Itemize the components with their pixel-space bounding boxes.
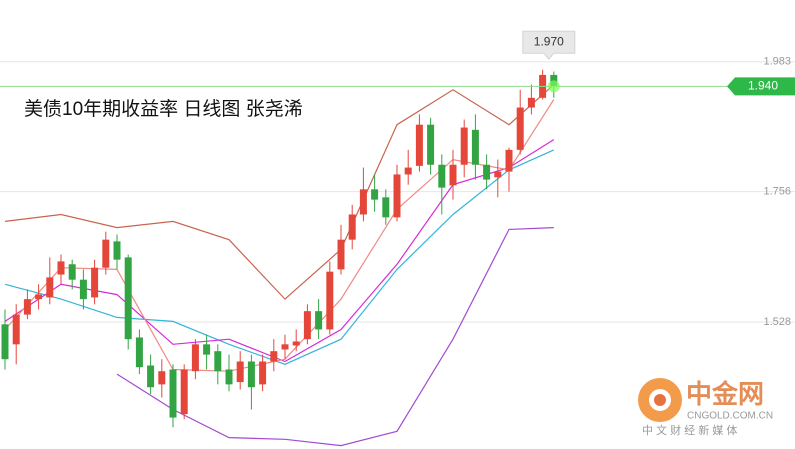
candle-body — [191, 344, 199, 372]
candle-body — [57, 261, 65, 275]
candle-body — [382, 197, 390, 218]
candle-body — [449, 164, 457, 186]
candle-body — [371, 189, 379, 200]
chart-title: 美债10年期收益率 日线图 张尧浠 — [24, 98, 303, 120]
candle-body — [12, 314, 20, 345]
candle-body — [225, 369, 233, 385]
indicator-line — [4, 84, 555, 300]
overlay: 1.940 1.970 — [0, 30, 795, 96]
candle-body — [404, 167, 412, 175]
candle-body — [471, 129, 479, 165]
candle-body — [79, 279, 87, 300]
candle-body — [281, 344, 289, 350]
candle-body — [359, 189, 367, 215]
candle-body — [505, 149, 513, 172]
candle-body — [1, 324, 9, 360]
candle-body — [393, 174, 401, 218]
candle-body — [438, 164, 446, 188]
watermark-site: CNGOLD.COM.CN — [687, 411, 773, 422]
candle-body — [214, 351, 222, 372]
y-tick-label: 1.983 — [763, 56, 791, 68]
candle-body — [135, 337, 143, 368]
candle-body — [415, 124, 423, 166]
candle-body — [483, 164, 491, 180]
candle-body — [68, 264, 76, 280]
candle-body — [169, 369, 177, 418]
candle-body — [35, 294, 43, 300]
watermark-brand: 中金网 — [686, 379, 764, 409]
candle-body — [124, 257, 132, 340]
tooltip-label: 1.970 — [534, 34, 564, 48]
candle-body — [303, 311, 311, 340]
candle-body — [158, 371, 166, 385]
candle-body — [91, 267, 99, 298]
watermark-slogan: 中 文 财 经 新 媒 体 — [642, 423, 737, 437]
indicator-line — [4, 139, 555, 363]
last-price-label: 1.940 — [748, 79, 778, 93]
candles — [1, 69, 558, 428]
candle-body — [102, 239, 110, 268]
candle-body — [113, 241, 121, 260]
y-tick-label: 1.528 — [763, 316, 791, 328]
last-price-box — [727, 77, 795, 96]
candle-body — [247, 361, 255, 388]
last-price-glow — [547, 80, 560, 93]
y-tick-label: 1.756 — [763, 186, 791, 198]
candle-body — [180, 369, 188, 415]
candle-body — [147, 365, 155, 388]
candle-body — [46, 277, 54, 298]
candle-body — [203, 344, 211, 355]
candle-body — [315, 311, 323, 330]
candle-body — [427, 124, 435, 165]
candle-body — [292, 341, 300, 346]
candle-body — [326, 271, 334, 330]
candle-body — [236, 361, 244, 383]
candle-body — [460, 127, 468, 165]
candle-body — [494, 171, 502, 178]
candle-body — [270, 351, 278, 362]
indicator-line — [116, 227, 554, 447]
candle-body — [516, 107, 524, 150]
candle-body — [348, 214, 356, 240]
candle-body — [527, 97, 535, 108]
indicator-line — [4, 149, 555, 365]
logo-dot — [654, 394, 666, 406]
candle-body — [337, 239, 345, 270]
watermark-logo: 中金网 CNGOLD.COM.CN 中 文 财 经 新 媒 体 — [638, 378, 773, 437]
tooltip-box — [522, 30, 576, 60]
candle-body — [259, 361, 267, 385]
candle-body — [23, 299, 31, 315]
